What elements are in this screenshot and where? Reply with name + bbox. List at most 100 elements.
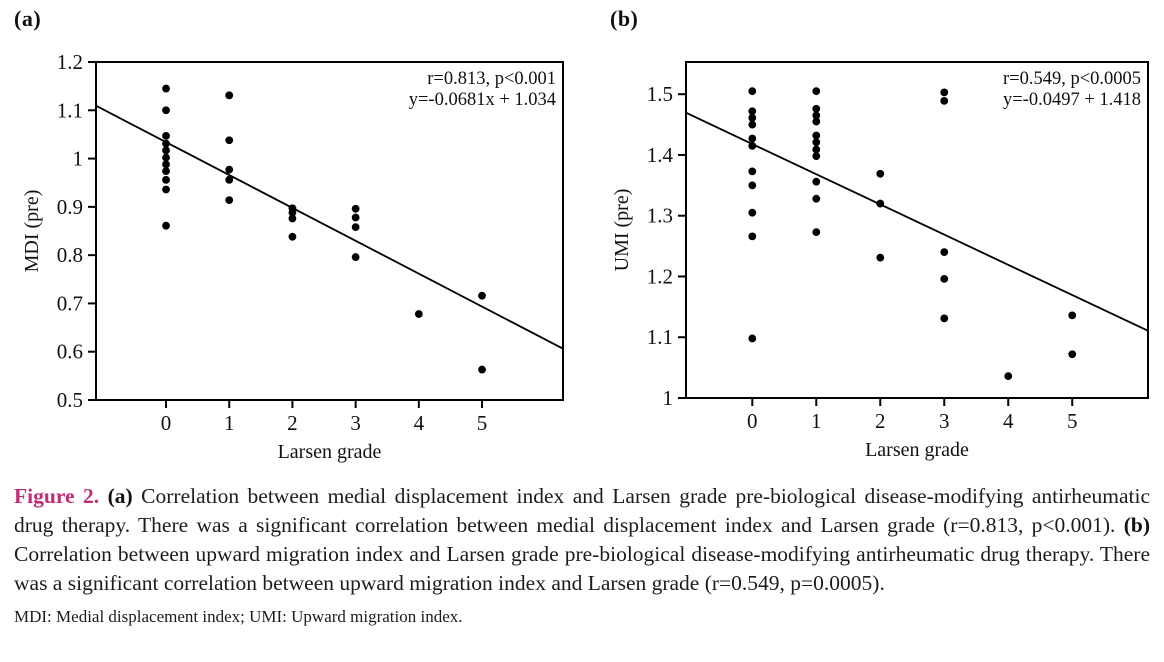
y-tick-label: 0.9 xyxy=(57,195,83,219)
panel-a: (a) 1.2 1.1 1 0.9 0.8 0.7 0.6 0.5 0 1 2 3 4 5 Larsen g… xyxy=(0,0,582,472)
data-point xyxy=(812,87,821,96)
data-point xyxy=(940,248,949,257)
data-point xyxy=(812,228,821,237)
caption-footnote: MDI: Medial displacement index; UMI: Upw… xyxy=(14,607,463,626)
data-point xyxy=(748,181,757,190)
data-point xyxy=(876,169,885,178)
y-tick-label: 0.8 xyxy=(57,243,83,267)
x-tick-label: 2 xyxy=(287,411,298,435)
scatter-plot-mdi: 1.2 1.1 1 0.9 0.8 0.7 0.6 0.5 0 1 2 3 4 5 Larsen grade… xyxy=(21,50,564,463)
data-point xyxy=(288,208,297,217)
y-tick-label: 1.1 xyxy=(57,98,83,122)
data-point xyxy=(748,107,757,116)
data-point xyxy=(876,253,885,262)
data-point xyxy=(812,104,821,113)
x-tick-label: 1 xyxy=(224,411,235,435)
x-tick-label: 1 xyxy=(811,409,822,433)
panel-b: (b) 1.5 1.4 1.3 1.2 1.1 1 0 1 2 3 4 5 Larsen grade UM… xyxy=(582,0,1164,472)
scatter-plot-umi: 1.5 1.4 1.3 1.2 1.1 1 0 1 2 3 4 5 Larsen grade UMI (p… xyxy=(611,61,1149,461)
x-tick-label: 5 xyxy=(477,411,488,435)
panel-b-label: (b) xyxy=(610,6,639,31)
y-tick-label: 1 xyxy=(663,386,674,410)
caption-part-a-text: Correlation between medial displacement … xyxy=(14,484,1151,537)
y-tick-label: 0.7 xyxy=(57,291,83,315)
y-tick-label: 1.5 xyxy=(647,82,673,106)
data-point xyxy=(748,208,757,217)
data-point xyxy=(225,175,234,184)
x-tick-label: 5 xyxy=(1067,409,1078,433)
data-point xyxy=(351,253,360,261)
figure-caption: Figure 2. (a) Correlation between medial… xyxy=(14,482,1150,598)
y-tick-label: 1.4 xyxy=(647,143,674,167)
data-point xyxy=(876,199,885,208)
data-point xyxy=(812,177,821,186)
data-point xyxy=(812,117,821,126)
plot-frame xyxy=(95,61,564,401)
data-point xyxy=(812,138,821,147)
caption-figure-label: Figure 2. xyxy=(14,484,100,508)
figure-panels-row: (a) 1.2 1.1 1 0.9 0.8 0.7 0.6 0.5 0 1 2 3 4 5 Larsen g… xyxy=(0,0,1164,472)
data-point xyxy=(351,223,360,232)
data-point xyxy=(812,152,821,161)
data-point xyxy=(162,146,170,155)
y-tick-label: 1.2 xyxy=(647,264,673,288)
data-point xyxy=(748,120,757,129)
plot-frame xyxy=(685,61,1149,399)
data-point xyxy=(1068,350,1077,359)
x-tick-label: 0 xyxy=(161,411,172,435)
x-tick-label: 3 xyxy=(939,409,950,433)
regression-line xyxy=(685,111,1149,332)
data-point xyxy=(1004,372,1013,381)
data-point xyxy=(748,334,757,343)
x-tick-label: 0 xyxy=(747,409,758,433)
data-point xyxy=(162,106,170,115)
data-point xyxy=(812,145,821,154)
data-point xyxy=(812,111,821,120)
data-point xyxy=(748,141,757,150)
data-point xyxy=(162,84,170,93)
y-tick-label: 1 xyxy=(73,147,84,171)
caption-part-b-marker: (b) xyxy=(1123,513,1151,537)
data-point xyxy=(940,88,949,97)
data-point xyxy=(351,213,360,222)
data-point xyxy=(748,167,757,176)
y-tick-label: 1.1 xyxy=(647,325,673,349)
data-point xyxy=(940,314,949,323)
caption-part-b-text: Correlation between upward migration ind… xyxy=(14,542,1150,595)
data-point xyxy=(162,167,170,176)
data-point xyxy=(351,204,360,213)
panel-a-label: (a) xyxy=(14,6,42,31)
y-tick-label: 1.3 xyxy=(647,204,673,228)
stats-annotation: r=0.549, p<0.0005 xyxy=(1003,69,1141,89)
data-point xyxy=(162,185,170,194)
data-point xyxy=(288,214,297,223)
data-point xyxy=(288,232,297,241)
data-point xyxy=(478,291,486,300)
data-point xyxy=(225,196,234,204)
regression-line xyxy=(95,104,564,350)
x-tick-label: 2 xyxy=(875,409,886,433)
data-point xyxy=(162,160,170,169)
data-point xyxy=(225,91,234,100)
data-point xyxy=(748,232,757,241)
data-point xyxy=(478,365,486,374)
data-point xyxy=(748,87,757,96)
data-point xyxy=(1068,311,1077,320)
data-point xyxy=(225,136,234,145)
equation-annotation: y=-0.0681x + 1.034 xyxy=(409,90,556,110)
stats-annotation: r=0.813, p<0.001 xyxy=(427,69,556,89)
y-axis-title: MDI (pre) xyxy=(21,190,43,273)
data-point xyxy=(940,275,949,283)
data-point xyxy=(162,153,170,162)
y-tick-label: 0.6 xyxy=(57,340,83,364)
data-point xyxy=(940,96,949,105)
y-axis-title: UMI (pre) xyxy=(611,189,633,272)
y-tick-label: 0.5 xyxy=(57,388,83,412)
data-point xyxy=(225,165,234,174)
data-point xyxy=(812,194,821,203)
data-point xyxy=(748,134,757,143)
data-point xyxy=(162,221,170,230)
data-point xyxy=(748,113,757,122)
x-axis-title: Larsen grade xyxy=(865,439,969,461)
